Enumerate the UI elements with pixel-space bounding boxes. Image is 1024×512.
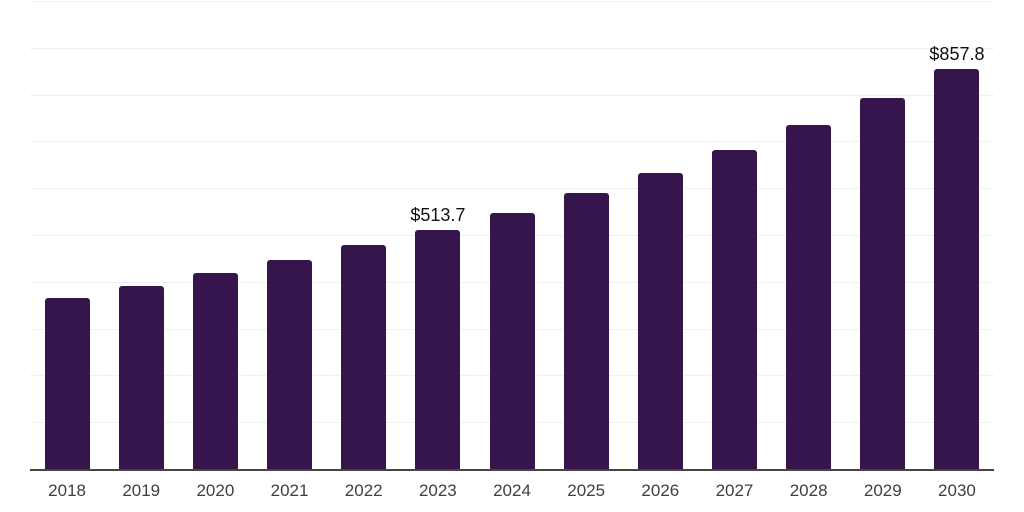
x-tick-label-2025: 2025 xyxy=(567,481,606,500)
bar-2019 xyxy=(118,285,164,470)
bar-2024 xyxy=(489,212,535,470)
bar-slot-2026 xyxy=(623,2,697,470)
x-tick-label-2024: 2024 xyxy=(493,481,531,500)
bar-slot-2022 xyxy=(327,2,401,470)
bar-slot-2030: $857.8 xyxy=(920,2,994,470)
gridline xyxy=(30,188,994,190)
gridline xyxy=(30,47,994,49)
gridline xyxy=(30,1,994,2)
bar-slot-2018 xyxy=(30,2,104,470)
x-tick-label-2022: 2022 xyxy=(344,481,383,500)
gridline xyxy=(30,141,994,143)
x-tick-label-2027: 2027 xyxy=(715,481,754,500)
x-tick-label-2029: 2029 xyxy=(863,481,902,500)
bar-slot-2025 xyxy=(549,2,623,470)
x-tick-label-2019: 2019 xyxy=(122,481,161,500)
x-tick-label-2018: 2018 xyxy=(48,481,86,500)
x-tick-label-2020: 2020 xyxy=(196,481,235,500)
bar-slot-2029 xyxy=(846,2,920,470)
bar-2027 xyxy=(711,149,757,470)
data-label-2023: $513.7 xyxy=(410,204,466,225)
bar-2026 xyxy=(637,172,683,470)
bar-2025 xyxy=(563,192,609,470)
x-axis-labels: 2018 2019 2020 2021 2022 2023 2024 2025 2026 2027… xyxy=(30,481,994,500)
plot-area: $513.7 $857.8 xyxy=(30,1,994,470)
bar-2022 xyxy=(341,244,387,470)
bar-slot-2023: $513.7 xyxy=(401,2,475,470)
x-tick-label-2021: 2021 xyxy=(270,481,309,500)
x-tick-label-2026: 2026 xyxy=(641,481,680,500)
bar-2021 xyxy=(267,260,313,470)
bar-2030: $857.8 xyxy=(929,45,984,470)
bar-2029 xyxy=(860,97,906,470)
bar-slot-2024 xyxy=(475,2,549,470)
bar-2020 xyxy=(192,272,238,470)
x-tick-label-2023: 2023 xyxy=(418,481,457,500)
bar-2018 xyxy=(44,297,90,470)
bar-2028 xyxy=(786,124,832,470)
bar-slot-2020 xyxy=(178,2,252,470)
bar-slot-2027 xyxy=(697,2,771,470)
bar-2023: $513.7 xyxy=(410,206,465,470)
x-axis-line xyxy=(30,469,994,471)
bar-slot-2028 xyxy=(772,2,846,470)
gridline xyxy=(30,94,994,96)
bar-slot-2019 xyxy=(104,2,178,470)
x-tick-label-2030: 2030 xyxy=(938,481,976,500)
x-tick-label-2028: 2028 xyxy=(789,481,828,500)
bars-row: $513.7 $857.8 xyxy=(30,2,994,470)
bar-slot-2021 xyxy=(252,2,326,470)
data-label-2030: $857.8 xyxy=(929,43,985,64)
